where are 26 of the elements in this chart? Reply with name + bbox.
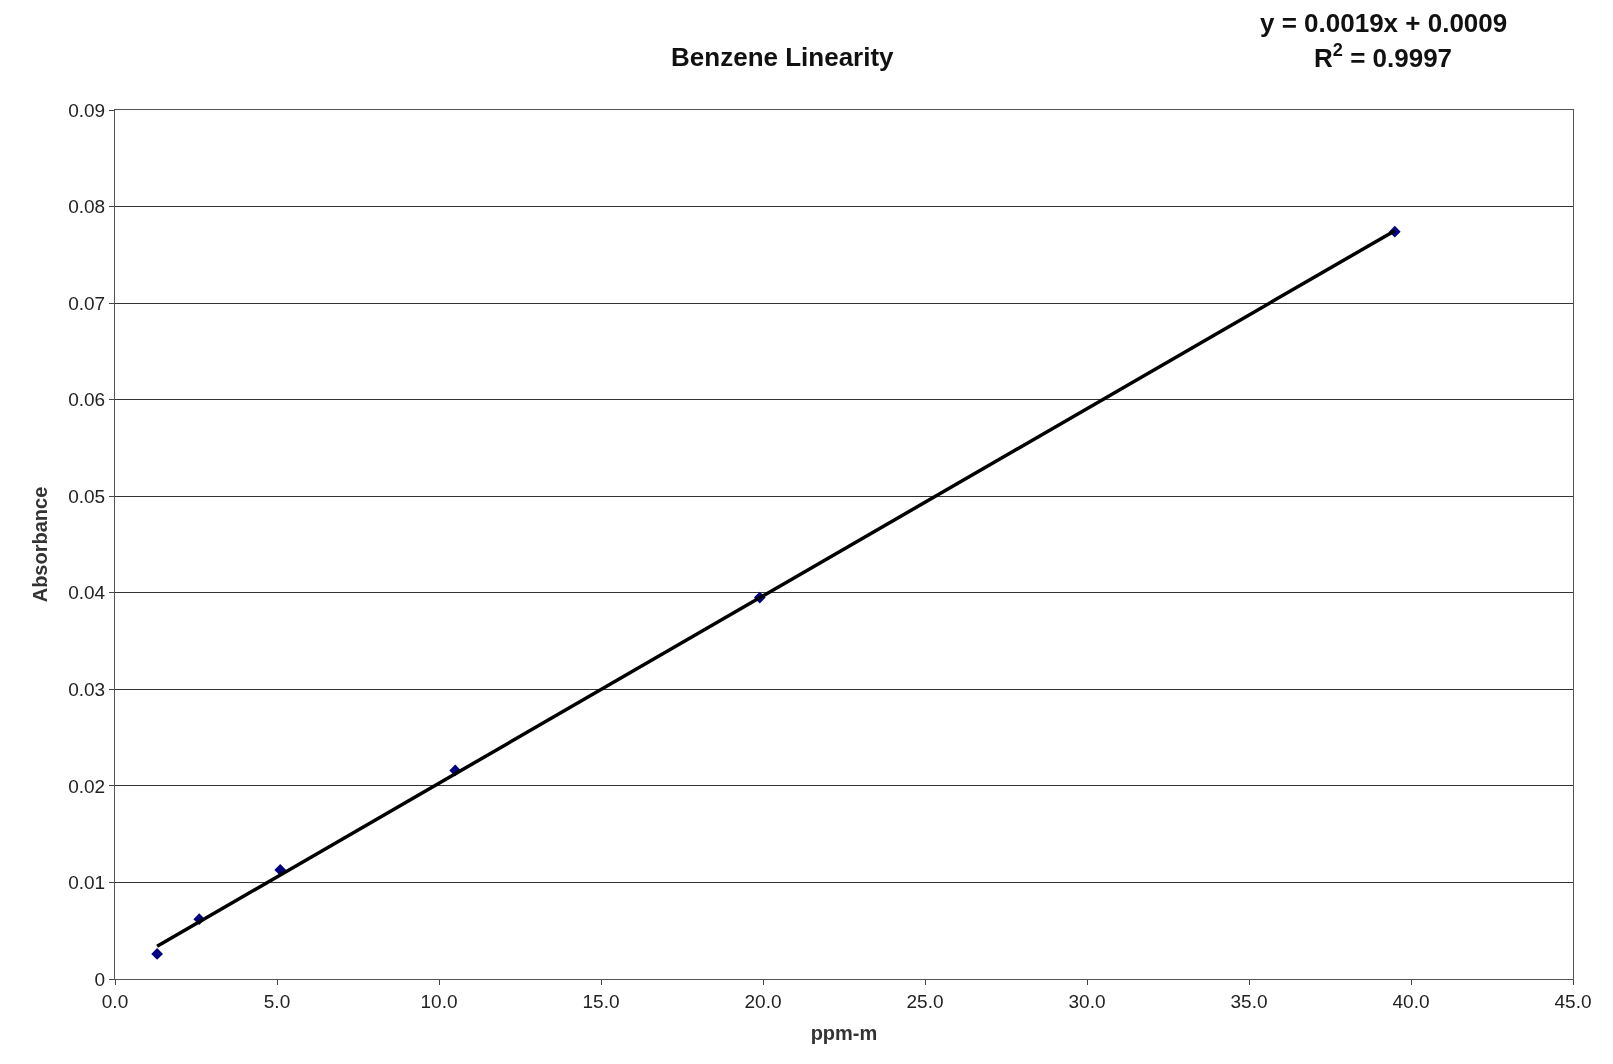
x-tick-label: 0.0 <box>101 990 129 1012</box>
text: R$^{2}$ = 0.9997 <box>1314 40 1453 73</box>
x-tick-label: 15.0 <box>582 990 620 1012</box>
x-tick-label: 25.0 <box>906 990 944 1012</box>
x-tick-label: 30.0 <box>1068 990 1106 1012</box>
y-tick-label: 0.02 <box>68 775 106 797</box>
y-tick-label: 0.07 <box>68 292 106 314</box>
y-tick-label: 0.06 <box>68 389 106 411</box>
y-tick-label: 0.08 <box>68 196 106 218</box>
y-tick-label: 0.04 <box>68 582 106 604</box>
y-tick-label: 0.01 <box>68 872 106 894</box>
y-tick-label: 0 <box>94 968 106 990</box>
x-tick-label: 20.0 <box>744 990 782 1012</box>
x-tick-label: 35.0 <box>1230 990 1268 1012</box>
point <box>151 948 163 960</box>
y-axis-title: Absorbance <box>28 486 51 603</box>
y-tick-label: 0.03 <box>68 678 106 700</box>
x-axis-title: ppm-m <box>810 1022 878 1045</box>
y-tick-label: 0.09 <box>68 99 106 121</box>
x-tick-label: 45.0 <box>1554 990 1592 1012</box>
y-tick-label: 0.05 <box>68 485 106 507</box>
x-tick-label: 5.0 <box>263 990 291 1012</box>
x-tick-label: 10.0 <box>420 990 458 1012</box>
chart-title: Benzene Linearity <box>671 42 895 73</box>
text: y = 0.0019x + 0.0009 <box>1260 8 1508 38</box>
x-tick-label: 40.0 <box>1392 990 1430 1012</box>
